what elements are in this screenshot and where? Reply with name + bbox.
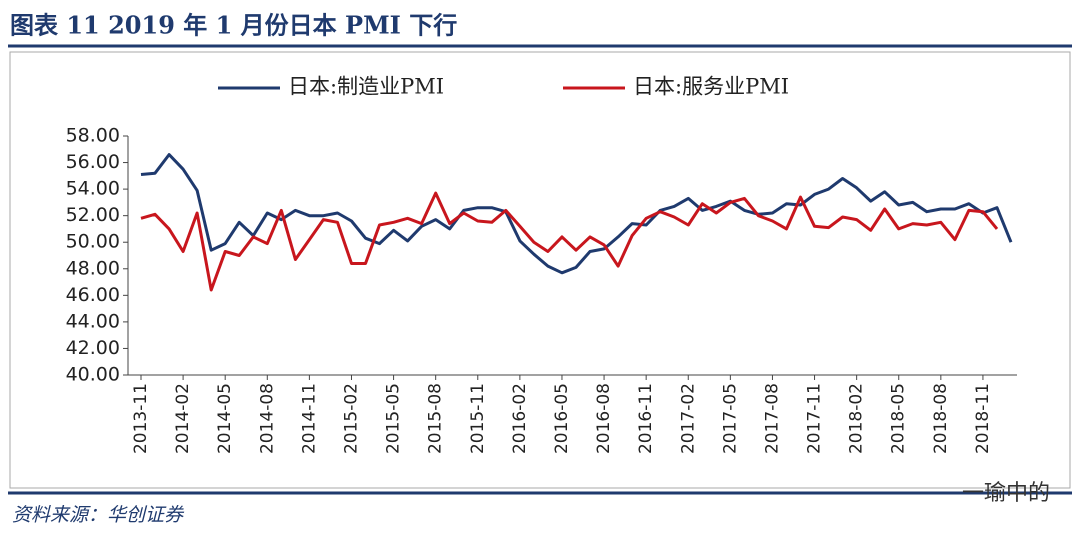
line-series <box>140 153 1013 275</box>
y-tick-label: 58.00 <box>66 125 120 147</box>
x-tick-label: 2016-08 <box>594 383 614 454</box>
legend-label: 日本:服务业PMI <box>633 75 789 99</box>
x-tick-label: 2018-05 <box>889 383 909 454</box>
y-tick-label: 50.00 <box>66 231 120 253</box>
x-tick-label: 2016-02 <box>510 383 530 454</box>
x-tick-label: 2015-08 <box>426 383 446 454</box>
chart-frame <box>9 51 1071 489</box>
y-tick-label: 52.00 <box>66 204 120 226</box>
x-tick-label: 2015-11 <box>468 383 488 454</box>
x-tick-label: 2017-08 <box>762 383 782 454</box>
x-tick-label: 2014-05 <box>215 383 235 454</box>
x-tick-label: 2014-08 <box>257 383 277 454</box>
y-tick-label: 44.00 <box>66 310 120 332</box>
x-tick-label: 2016-11 <box>636 383 656 454</box>
y-tick-label: 40.00 <box>66 364 120 386</box>
x-tick-label: 2017-05 <box>720 383 740 454</box>
watermark: 一瑜中的 <box>962 481 1050 506</box>
x-tick-label: 2018-08 <box>931 383 951 454</box>
x-tick-label: 2013-11 <box>131 383 151 454</box>
x-tick-label: 2015-05 <box>384 383 404 454</box>
x-tick-label: 2018-02 <box>847 383 867 454</box>
x-tick-label: 2014-11 <box>299 383 319 454</box>
line-series <box>140 191 999 292</box>
y-tick-label: 54.00 <box>66 178 120 200</box>
y-tick-label: 46.00 <box>66 284 120 306</box>
x-tick-label: 2017-02 <box>678 383 698 454</box>
y-tick-label: 56.00 <box>66 151 120 173</box>
x-tick-label: 2015-02 <box>341 383 361 454</box>
x-tick-label: 2017-11 <box>805 383 825 454</box>
x-tick-label: 2018-11 <box>973 383 993 454</box>
x-tick-label: 2014-02 <box>173 383 193 454</box>
source: 资料来源：华创证券 <box>12 504 185 526</box>
y-tick-label: 48.00 <box>66 257 120 279</box>
y-tick-label: 42.00 <box>66 337 120 359</box>
chart-title: 图表 11 2019 年 1 月份日本 PMI 下行 <box>10 11 457 40</box>
legend-label: 日本:制造业PMI <box>288 75 444 99</box>
x-tick-label: 2016-05 <box>552 383 572 454</box>
